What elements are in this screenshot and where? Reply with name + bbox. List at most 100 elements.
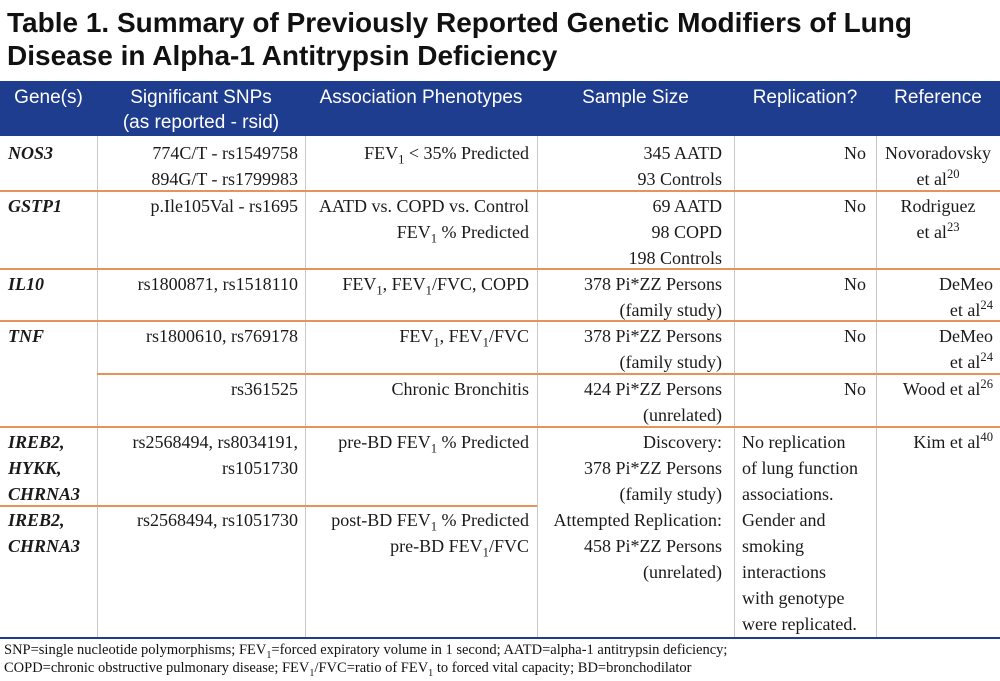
sample-text: (unrelated) (643, 405, 722, 425)
phenotype-text: Chronic Bronchitis (391, 379, 530, 399)
phenotype-cell: FEV1, FEV1/FVC (308, 323, 529, 349)
gene-ireb2-chrna3: IREB2, CHRNA3 (8, 507, 80, 559)
subscript: 1 (428, 667, 434, 679)
header-sample: Sample Size (582, 87, 689, 108)
reference-text: DeMeo (939, 326, 993, 346)
header-snps-line1: Significant SNPs (130, 87, 272, 108)
sample-text: (family study) (619, 484, 722, 504)
gene-text: IREB2, (8, 510, 65, 530)
subscript: 1 (309, 667, 315, 679)
sample-text: 378 Pi*ZZ Persons (583, 274, 722, 294)
sample-cell: 69 AATD 98 COPD 198 Controls (540, 193, 722, 271)
phenotype-text: AATD vs. COPD vs. Control (318, 196, 529, 216)
sample-cell: Attempted Replication: 458 Pi*ZZ Persons… (540, 507, 722, 585)
reference-number: 24 (980, 298, 993, 312)
reference-text: Kim et al (913, 432, 981, 452)
phenotype-text: FEV (396, 222, 431, 242)
sample-text: (family study) (619, 352, 722, 372)
replication-cell: No (844, 326, 866, 346)
phenotype-cell: FEV1 < 35% Predicted (308, 140, 529, 166)
phenotype-text: /FVC (488, 536, 529, 556)
header-replication: Replication? (752, 87, 858, 108)
snp-cell: 774C/T - rs1549758 894G/T - rs1799983 (100, 140, 298, 192)
snp-text: rs361525 (231, 379, 298, 399)
sample-cell: Discovery: 378 Pi*ZZ Persons (family stu… (540, 429, 722, 507)
subscript: 1 (430, 231, 438, 246)
phenotype-text: < 35% Predicted (404, 143, 529, 163)
row-divider (0, 320, 1000, 322)
reference-number: 23 (946, 220, 960, 234)
snp-text: 774C/T - rs1549758 (152, 143, 298, 163)
reference-text: et al (949, 300, 981, 320)
phenotype-text: FEV (364, 143, 399, 163)
sample-text: (unrelated) (643, 562, 722, 582)
snp-text: rs1800610, rs769178 (146, 326, 298, 346)
replication-text: associations. (742, 484, 834, 504)
sample-text: 458 Pi*ZZ Persons (583, 536, 722, 556)
sample-cell: 345 AATD 93 Controls (540, 140, 722, 192)
header-gene: Gene(s) (14, 87, 83, 108)
sample-text: 345 AATD (643, 143, 722, 163)
table-title: Table 1. Summary of Previously Reported … (7, 7, 912, 71)
phenotype-text: /FVC (488, 326, 529, 346)
gene-ireb2-hykk-chrna3: IREB2, HYKK, CHRNA3 (8, 429, 80, 507)
reference-text: Novoradovsky (885, 143, 991, 163)
sample-text: 69 AATD (652, 196, 722, 216)
reference-number: 20 (946, 167, 960, 181)
sample-text: 98 COPD (651, 222, 722, 242)
phenotype-text: % Predicted (437, 222, 529, 242)
sample-text: 378 Pi*ZZ Persons (583, 458, 722, 478)
phenotype-text: post-BD FEV (331, 510, 431, 530)
reference-number: 24 (980, 350, 993, 364)
gene-text: CHRNA3 (8, 536, 81, 556)
replication-cell-merged: No replication of lung function associat… (742, 429, 874, 637)
row-divider (0, 190, 1000, 192)
replication-text: of lung function (742, 458, 858, 478)
phenotype-text: % Predicted (437, 432, 529, 452)
sample-text: 93 Controls (637, 169, 722, 189)
table-header: Gene(s) Significant SNPs (as reported - … (0, 81, 1000, 136)
gene-tnf: TNF (8, 326, 44, 346)
row-divider (0, 268, 1000, 270)
subscript: 1 (425, 283, 432, 298)
reference-text: et al (949, 352, 981, 372)
phenotype-cell: FEV1, FEV1/FVC, COPD (308, 271, 529, 297)
reference-cell: Kim et al40 (877, 429, 993, 455)
phenotype-text: pre-BD FEV (390, 536, 483, 556)
gene-il10: IL10 (8, 274, 44, 294)
replication-cell: No (844, 379, 866, 399)
phenotype-cell: pre-BD FEV1 % Predicted (308, 429, 529, 455)
snp-text: p.Ile105Val - rs1695 (150, 196, 298, 216)
phenotype-text: FEV (399, 326, 434, 346)
reference-number: 26 (980, 377, 993, 391)
sample-cell: 378 Pi*ZZ Persons (family study) (540, 323, 722, 375)
sample-text: 198 Controls (628, 248, 722, 268)
sample-cell: 378 Pi*ZZ Persons (family study) (540, 271, 722, 323)
reference-text: et al (916, 222, 947, 242)
phenotype-cell: post-BD FEV1 % Predicted pre-BD FEV1/FVC (308, 507, 529, 559)
sample-text: Attempted Replication: (553, 510, 722, 530)
column-divider (876, 136, 877, 637)
header-reference: Reference (894, 87, 982, 108)
sample-text: 378 Pi*ZZ Persons (583, 326, 722, 346)
reference-cell: Rodriguez et al23 (877, 193, 999, 245)
table-bottom-rule (0, 637, 1000, 639)
replication-text: No replication (742, 432, 846, 452)
subscript: 1 (433, 335, 440, 350)
footnote-text: /FVC=ratio of FEV (314, 660, 429, 676)
subscript: 1 (376, 283, 383, 298)
snp-text: 894G/T - rs1799983 (151, 169, 298, 189)
subscript: 1 (482, 545, 489, 560)
replication-cell: No (844, 274, 866, 294)
reference-text: et al (916, 169, 947, 189)
phenotype-text: pre-BD FEV (338, 432, 431, 452)
reference-cell: DeMeo et al24 (877, 323, 993, 375)
row-divider (0, 426, 1000, 428)
row-divider (97, 373, 1000, 375)
phenotype-text: , FEV (439, 326, 483, 346)
sample-cell: 424 Pi*ZZ Persons (unrelated) (540, 376, 722, 428)
header-phenotypes: Association Phenotypes (319, 87, 523, 108)
sample-text: Discovery: (643, 432, 722, 452)
gene-nos3: NOS3 (8, 143, 54, 163)
table-footnote: SNP=single nucleotide polymorphisms; FEV… (4, 641, 996, 679)
